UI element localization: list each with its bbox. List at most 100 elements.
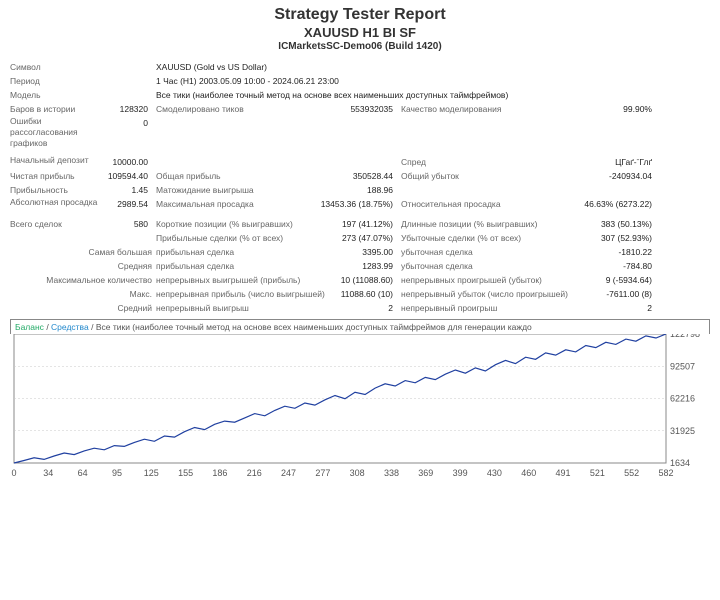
ll-label: убыточная сделка: [397, 245, 557, 259]
ticks-label: Смоделировано тиков: [152, 102, 307, 116]
svg-text:0: 0: [11, 468, 16, 478]
ep-label: Матожидание выигрыша: [152, 183, 307, 197]
report-title: Strategy Tester Report: [0, 6, 720, 24]
long-value: 383 (50.13%): [557, 217, 652, 231]
total-label: Всего сделок: [10, 217, 100, 231]
grossloss-label: Общий убыток: [397, 169, 557, 183]
max-label: Макс.: [10, 287, 152, 301]
period-value: 1 Час (H1) 2003.05.09 10:00 - 2024.06.21…: [152, 74, 710, 88]
svg-text:155: 155: [178, 468, 193, 478]
svg-text:430: 430: [487, 468, 502, 478]
mismatch-value: 0: [100, 116, 152, 130]
ep-value: 188.96: [307, 183, 397, 197]
report-server: ICMarketsSC-Demo06 (Build 1420): [0, 41, 720, 52]
reldd-value: 46.63% (6273.22): [557, 197, 652, 211]
report-table: СимволXAUUSD (Gold vs US Dollar) Период1…: [0, 56, 720, 315]
pf-value: 1.45: [100, 183, 152, 197]
spread-label: Спред: [397, 155, 557, 169]
model-label: Модель: [10, 88, 100, 102]
cl-value: 9 (-5934.64): [557, 273, 652, 287]
bars-value: 128320: [100, 102, 152, 116]
netprofit-label: Чистая прибыль: [10, 169, 100, 183]
svg-text:92507: 92507: [670, 361, 695, 371]
symbol-value: XAUUSD (Gold vs US Dollar): [152, 60, 710, 74]
alo-label: непрерывный проигрыш: [397, 301, 557, 315]
cl-label: непрерывных проигрышей (убыток): [397, 273, 557, 287]
model-value: Все тики (наиболее точный метод на основ…: [152, 88, 710, 102]
svg-text:552: 552: [624, 468, 639, 478]
legend-balance: Баланс: [15, 322, 44, 332]
deposit-value: 10000.00: [100, 155, 152, 169]
avg-label: Средняя: [10, 259, 152, 273]
quality-value: 99.90%: [557, 102, 652, 116]
closs-label: непрерывный убыток (число проигрышей): [397, 287, 572, 301]
pt-value: 273 (47.07%): [307, 231, 397, 245]
legend-equity: Средства: [51, 322, 89, 332]
cp-label: непрерывная прибыль (число выигрышей): [152, 287, 327, 301]
closs-value: -7611.00 (8): [572, 287, 652, 301]
pt-label: Прибыльные сделки (% от всех): [152, 231, 307, 245]
svg-text:460: 460: [521, 468, 536, 478]
cw-value: 10 (11088.60): [307, 273, 397, 287]
largest-label: Самая большая: [10, 245, 152, 259]
lp-label: прибыльная сделка: [152, 245, 307, 259]
svg-text:491: 491: [556, 468, 571, 478]
symbol-label: Символ: [10, 60, 100, 74]
svg-text:1634: 1634: [670, 458, 690, 468]
svg-text:399: 399: [453, 468, 468, 478]
legend-rest: Все тики (наиболее точный метод на основ…: [96, 322, 532, 332]
ll-value: -1810.22: [557, 245, 652, 259]
svg-text:122798: 122798: [670, 334, 700, 339]
svg-text:64: 64: [78, 468, 88, 478]
avg2-label: Средний: [10, 301, 152, 315]
maxdd-value: 13453.36 (18.75%): [307, 197, 397, 211]
grossprofit-value: 350528.44: [307, 169, 397, 183]
netprofit-value: 109594.40: [100, 169, 152, 183]
absdd-value: 2989.54: [100, 197, 152, 211]
svg-text:247: 247: [281, 468, 296, 478]
svg-text:216: 216: [247, 468, 262, 478]
long-label: Длинные позиции (% выигравших): [397, 217, 557, 231]
al-value: -784.80: [557, 259, 652, 273]
svg-text:31925: 31925: [670, 426, 695, 436]
svg-text:125: 125: [144, 468, 159, 478]
svg-text:308: 308: [350, 468, 365, 478]
svg-text:62216: 62216: [670, 394, 695, 404]
svg-text:521: 521: [590, 468, 605, 478]
svg-text:582: 582: [658, 468, 673, 478]
total-value: 580: [100, 217, 152, 231]
svg-text:338: 338: [384, 468, 399, 478]
lp-value: 3395.00: [307, 245, 397, 259]
al-label: убыточная сделка: [397, 259, 557, 273]
period-label: Период: [10, 74, 100, 88]
aw-label: непрерывный выигрыш: [152, 301, 307, 315]
cw-label: непрерывных выигрышей (прибыль): [152, 273, 307, 287]
lt-label: Убыточные сделки (% от всех): [397, 231, 557, 245]
grossprofit-label: Общая прибыль: [152, 169, 307, 183]
alo-value: 2: [557, 301, 652, 315]
maxdd-label: Максимальная просадка: [152, 197, 307, 211]
cp-value: 11088.60 (10): [327, 287, 397, 301]
reldd-label: Относительная просадка: [397, 197, 557, 211]
spread-value: ЦГаґ-ˉГлґ: [557, 155, 652, 169]
deposit-label: Начальный депозит: [10, 155, 100, 166]
absdd-label: Абсолютная просадка: [10, 197, 100, 208]
svg-text:95: 95: [112, 468, 122, 478]
short-value: 197 (41.12%): [307, 217, 397, 231]
equity-chart: 122798 92507 62216 31925 1634 0 34 64 95 125 155 18…: [10, 334, 710, 479]
aw-value: 2: [307, 301, 397, 315]
maxcnt-label: Максимальное количество: [10, 273, 152, 287]
report-subtitle: XAUUSD H1 BI SF: [0, 25, 720, 40]
ap-label: прибыльная сделка: [152, 259, 307, 273]
svg-text:34: 34: [43, 468, 53, 478]
short-label: Короткие позиции (% выигравших): [152, 217, 307, 231]
ticks-value: 553932035: [307, 102, 397, 116]
quality-label: Качество моделирования: [397, 102, 557, 116]
svg-text:186: 186: [212, 468, 227, 478]
svg-text:369: 369: [418, 468, 433, 478]
pf-label: Прибыльность: [10, 183, 100, 197]
mismatch-label: Ошибки рассогласования графиков: [10, 116, 100, 149]
bars-label: Баров в истории: [10, 102, 100, 116]
svg-text:277: 277: [315, 468, 330, 478]
grossloss-value: -240934.04: [557, 169, 652, 183]
